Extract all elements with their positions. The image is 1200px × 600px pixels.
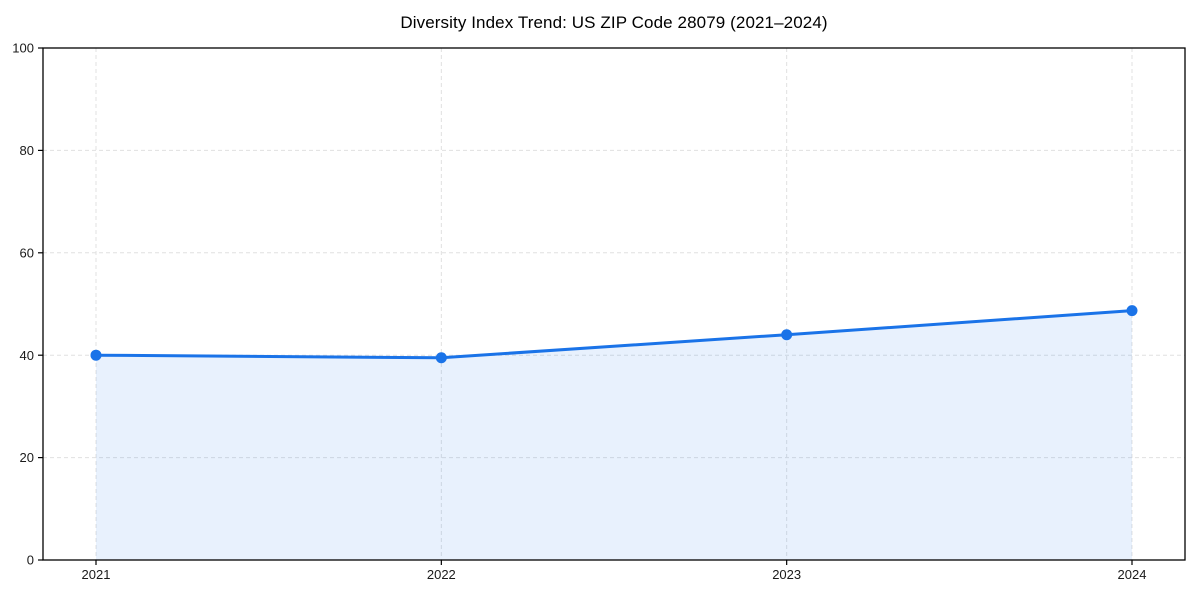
data-point-marker-2022 <box>435 352 447 364</box>
plot-frame <box>42 47 1186 561</box>
series-area-fill <box>96 310 1132 560</box>
y-tick-label-20: 20 <box>20 450 34 465</box>
y-tick-label-80: 80 <box>20 143 34 158</box>
y-tick-label-40: 40 <box>20 348 34 363</box>
x-tick-label-2021: 2021 <box>82 567 111 582</box>
data-point-marker-2021 <box>90 349 102 361</box>
y-tick-label-100: 100 <box>12 41 34 56</box>
y-tick-label-60: 60 <box>20 245 34 260</box>
series-line <box>94 309 1134 360</box>
data-point-marker-2024 <box>1126 305 1138 317</box>
chart-title: Diversity Index Trend: US ZIP Code 28079… <box>400 13 828 32</box>
y-tick-label-0: 0 <box>27 553 34 568</box>
x-tick-label-2023: 2023 <box>772 567 801 582</box>
x-tick-label-2022: 2022 <box>427 567 456 582</box>
data-point-marker-2023 <box>781 329 793 341</box>
x-tick-label-2024: 2024 <box>1118 567 1147 582</box>
